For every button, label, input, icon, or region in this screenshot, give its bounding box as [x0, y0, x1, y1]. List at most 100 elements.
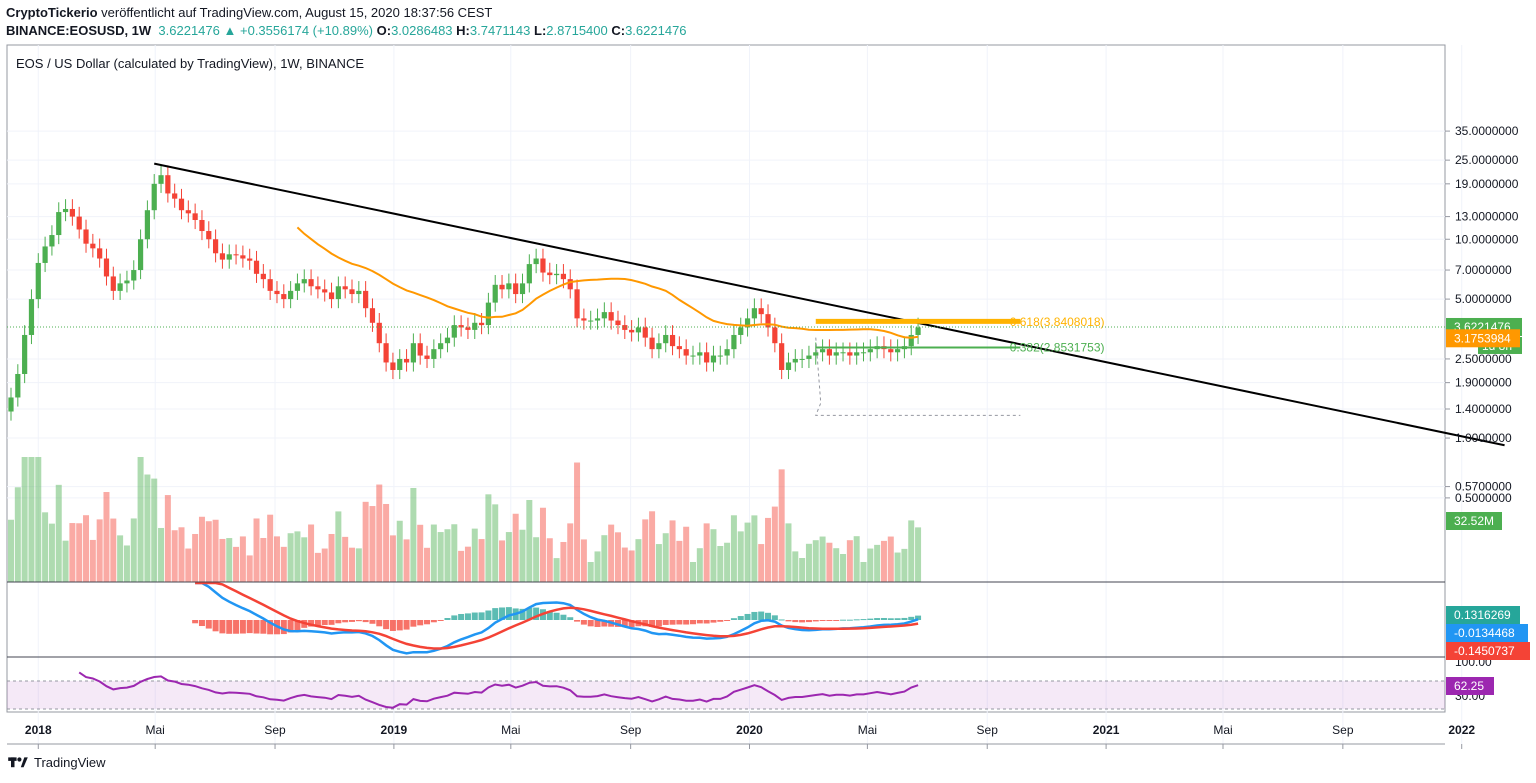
price-tick-label: 2.5000000	[1455, 352, 1512, 366]
macd-hist-bar	[778, 619, 785, 621]
volume-bars	[8, 457, 922, 582]
footer: TradingView	[8, 755, 106, 770]
candle-body	[731, 334, 737, 350]
rsi-pane	[7, 671, 1445, 710]
symbol-name: BINANCE:EOSUSD, 1W	[6, 23, 152, 38]
candle-body	[840, 352, 846, 354]
change-arrow: ▲	[223, 23, 237, 38]
macd-hist-bar	[546, 611, 553, 620]
candle-body	[233, 254, 239, 256]
volume-bar	[485, 494, 492, 582]
candle-body	[185, 210, 191, 214]
candle-body	[308, 279, 314, 287]
volume-bar	[492, 504, 499, 582]
macd-hist-bar	[267, 620, 274, 635]
candle-body	[444, 337, 451, 344]
macd-hist-bar	[246, 620, 253, 634]
open-label: O:	[376, 23, 392, 38]
author-name[interactable]: CryptoTickerio	[6, 5, 98, 20]
trendline[interactable]	[154, 162, 1505, 447]
time-tick-label: 2022	[1448, 723, 1475, 737]
volume-bar	[137, 457, 144, 582]
macd-hist-bar	[567, 617, 574, 620]
macd-hist-bar	[526, 607, 533, 620]
volume-bar	[89, 539, 96, 582]
volume-bar	[758, 544, 765, 582]
rsi-value-badge: 62.25	[1454, 679, 1484, 693]
volume-bar	[614, 532, 621, 582]
volume-bar	[744, 522, 751, 582]
time-tick-label: 2021	[1093, 723, 1120, 737]
volume-bar	[771, 506, 778, 582]
high-value: 3.7471143	[469, 23, 531, 38]
volume-bar	[580, 539, 587, 582]
time-tick-label: 2020	[736, 723, 763, 737]
candle-body	[117, 283, 123, 291]
macd-hist-bar	[765, 612, 772, 620]
macd-hist-bar	[314, 620, 321, 626]
candle-body	[192, 213, 198, 220]
candle-body	[533, 258, 539, 265]
time-tick-label: Sep	[264, 723, 286, 737]
macd-hist-bar	[751, 611, 758, 620]
macd-hist-bar	[840, 619, 847, 621]
volume-bar	[833, 548, 840, 582]
plot-frame	[6, 44, 1446, 713]
candle-body	[335, 286, 341, 300]
candles-group[interactable]	[8, 165, 921, 421]
macd-hist-bar	[819, 620, 826, 621]
rsi-value-badge-bg	[1446, 677, 1494, 695]
low-value: 2.8715400	[546, 23, 608, 38]
candle-body	[506, 283, 512, 290]
volume-bar	[362, 501, 369, 582]
volume-bar	[690, 562, 696, 582]
macd-hist-bar	[703, 620, 710, 624]
candle-body	[103, 258, 110, 277]
candle-body	[226, 254, 232, 260]
volume-bar	[621, 547, 628, 582]
macd-hist-bar	[417, 620, 424, 626]
macd-hist-bar	[335, 620, 342, 624]
candle-body	[765, 314, 771, 328]
volume-bar	[505, 532, 512, 582]
macd-hist-bar	[594, 620, 601, 627]
candle-body	[76, 216, 82, 230]
volume-bar	[840, 554, 847, 582]
candle-body	[267, 279, 273, 291]
candle-body	[519, 283, 526, 295]
fib-range-line	[815, 337, 1021, 416]
macd-hist-bar	[649, 620, 656, 627]
volume-bar	[676, 540, 683, 582]
volume-bar	[246, 555, 253, 582]
price-tick-label: 5.0000000	[1455, 292, 1512, 306]
volume-bar	[519, 529, 526, 582]
time-axis[interactable]: 2018 Mai Sep 2019 Mai Sep 2020 Mai Sep 2021 Mai Sep…	[25, 723, 1475, 749]
time-tick-label: 2019	[381, 723, 408, 737]
macd-hist-bar	[328, 620, 335, 625]
price-tick-label: 0.5700000	[1455, 480, 1512, 494]
volume-bar	[846, 540, 853, 582]
macd-hist-bar	[771, 615, 778, 620]
volume-bar	[908, 520, 915, 582]
volume-bar	[512, 513, 519, 582]
candle-body	[526, 264, 532, 284]
macd-hist-bar	[253, 620, 260, 634]
fib-retracement[interactable]: 0.618(3.8408018) 0.382(2.8531753)	[7, 315, 1445, 416]
macd-hist-bar	[744, 613, 751, 620]
volume-bar	[294, 531, 301, 582]
candle-body	[635, 327, 642, 333]
macd-hist-bar	[294, 620, 301, 631]
macd-hist-bar	[785, 620, 792, 622]
price-tick-label: 1.9000000	[1455, 376, 1512, 390]
volume-bar	[526, 499, 533, 582]
macd-hist-bar	[219, 620, 226, 634]
volume-bar	[321, 548, 328, 582]
time-tick-label: Sep	[1332, 723, 1354, 737]
candle-body	[465, 327, 471, 330]
macd-hist-bar	[894, 618, 901, 620]
candle-body	[15, 373, 21, 398]
candle-body	[547, 272, 553, 276]
macd-hist-bar	[233, 620, 240, 634]
volume-bar	[342, 536, 349, 582]
